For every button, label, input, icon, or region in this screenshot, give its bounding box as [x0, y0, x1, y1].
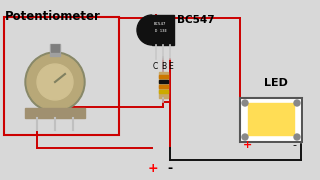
Circle shape [242, 100, 248, 106]
Bar [248, 103, 294, 135]
Bar [152, 15, 174, 45]
Text: E: E [168, 62, 173, 71]
Bar [159, 85, 168, 87]
Text: -: - [292, 140, 296, 150]
Text: BC547: BC547 [177, 15, 215, 25]
Text: +: + [243, 140, 252, 150]
Bar [159, 80, 168, 82]
Circle shape [25, 52, 85, 112]
Circle shape [294, 134, 300, 140]
Bar [50, 44, 60, 56]
Text: LED: LED [264, 78, 288, 88]
Bar [240, 98, 302, 142]
Text: B: B [161, 62, 166, 71]
Circle shape [37, 64, 73, 100]
Circle shape [242, 134, 248, 140]
Bar [25, 108, 85, 118]
Text: C: C [153, 62, 158, 71]
Bar [159, 75, 168, 78]
Bar [159, 72, 168, 98]
Circle shape [27, 54, 83, 110]
Bar [4, 17, 119, 135]
Wedge shape [137, 15, 152, 45]
Bar [159, 90, 168, 93]
Bar [240, 98, 302, 142]
Text: +: + [148, 162, 159, 175]
Text: Potentiometer: Potentiometer [5, 10, 101, 23]
Circle shape [294, 100, 300, 106]
Text: D 13E: D 13E [155, 29, 167, 33]
Text: BC547: BC547 [154, 22, 166, 26]
Text: -: - [167, 162, 172, 175]
